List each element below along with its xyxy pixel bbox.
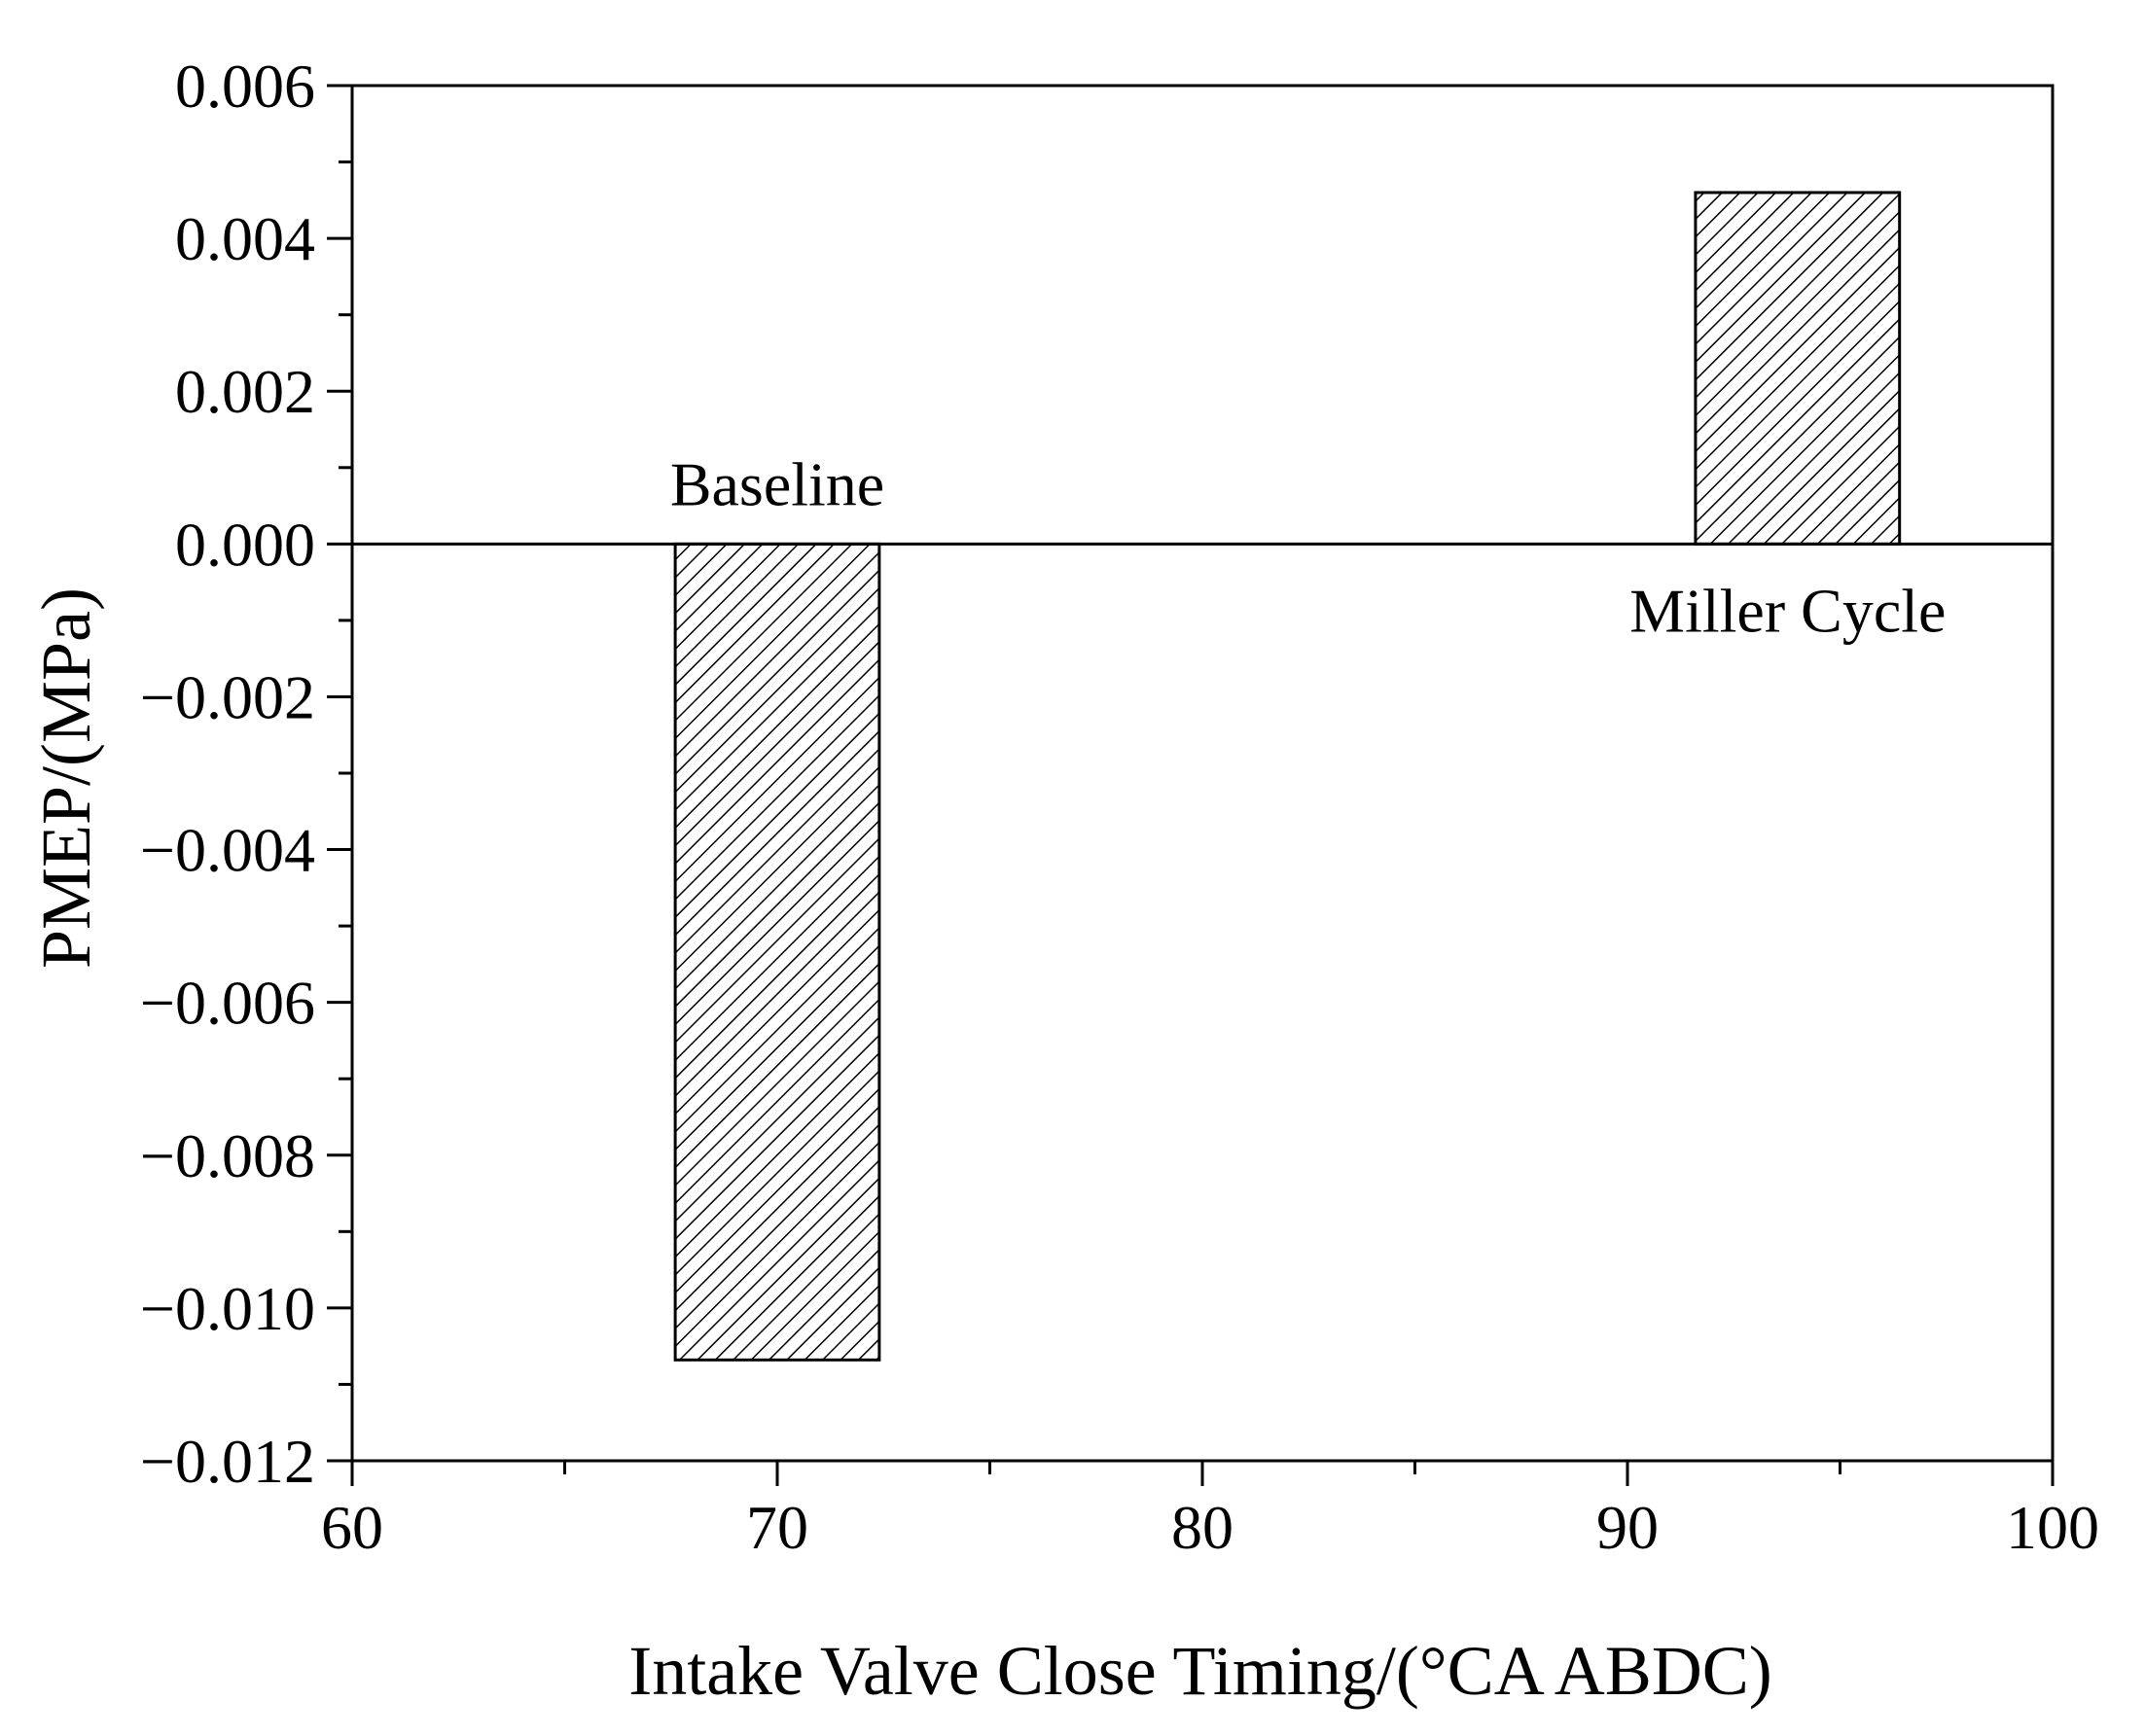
x-axis-title: Intake Valve Close Timing/(°CA ABDC) — [628, 1632, 1772, 1710]
y-tick-label: −0.008 — [140, 1121, 315, 1190]
y-tick-label: 0.006 — [175, 52, 315, 121]
bar-label: Miller Cycle — [1629, 576, 1946, 645]
bars — [673, 191, 1902, 1362]
y-tick-label: 0.002 — [175, 357, 315, 426]
y-axis-tick-labels: 0.006 0.004 0.002 0.000 −0.002 −0.004 −0.006 −0… — [140, 52, 315, 1496]
x-tick-label: 90 — [1596, 1493, 1659, 1562]
y-tick-label: 0.004 — [175, 204, 315, 273]
y-tick-label: −0.002 — [140, 662, 315, 731]
x-axis-tick-labels: 60 70 80 90 100 — [321, 1493, 2099, 1562]
y-axis-ticks — [327, 84, 352, 1463]
x-tick-label: 100 — [2006, 1493, 2099, 1562]
x-tick-label: 70 — [746, 1493, 808, 1562]
x-axis-ticks — [350, 1461, 2055, 1486]
bar-labels: Baseline Miller Cycle — [670, 449, 1947, 645]
bar-miller-cycle — [1694, 191, 1902, 546]
y-tick-label: −0.012 — [140, 1427, 315, 1496]
y-tick-label: −0.006 — [140, 969, 315, 1038]
y-tick-label: 0.000 — [175, 510, 315, 579]
y-tick-label: −0.004 — [140, 816, 315, 885]
bar-label: Baseline — [670, 449, 884, 518]
y-axis-title: PMEP/(MPa) — [27, 587, 105, 969]
bar-baseline — [673, 542, 881, 1362]
x-tick-label: 60 — [321, 1493, 383, 1562]
y-tick-label: −0.010 — [140, 1274, 315, 1343]
x-tick-label: 80 — [1171, 1493, 1233, 1562]
